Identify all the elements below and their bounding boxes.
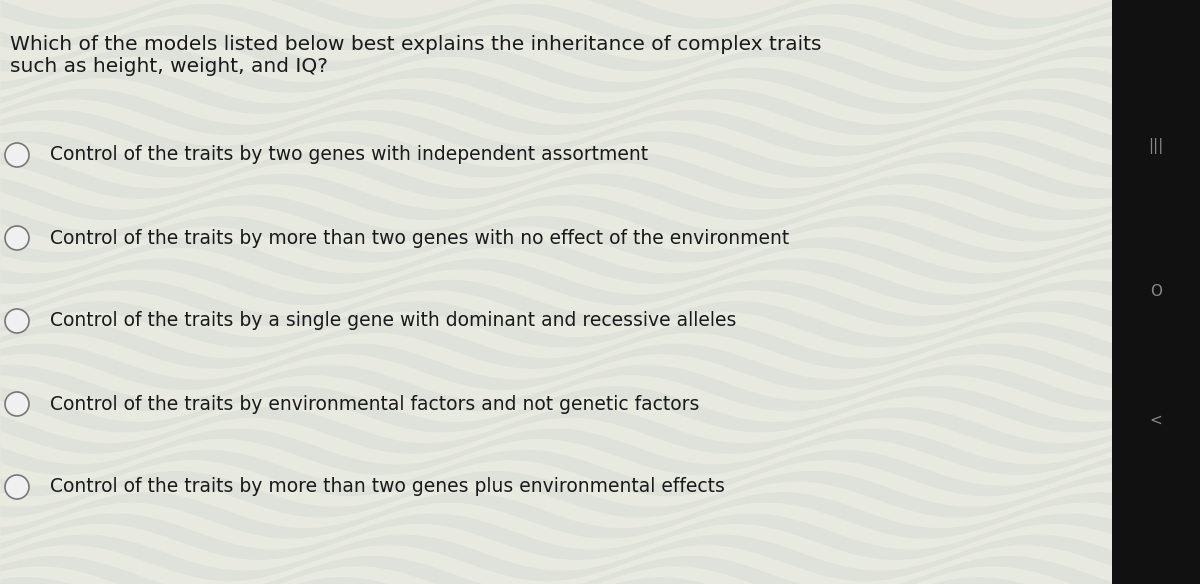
Circle shape [5,475,29,499]
Text: Control of the traits by two genes with independent assortment: Control of the traits by two genes with … [50,145,648,165]
Text: Control of the traits by more than two genes plus environmental effects: Control of the traits by more than two g… [50,478,725,496]
Text: O: O [1151,284,1163,300]
Bar [1112,0,1200,584]
Circle shape [5,143,29,167]
Text: Control of the traits by a single gene with dominant and recessive alleles: Control of the traits by a single gene w… [50,311,737,331]
Circle shape [5,392,29,416]
Circle shape [5,309,29,333]
Text: |||: ||| [1148,138,1164,154]
Text: Control of the traits by environmental factors and not genetic factors: Control of the traits by environmental f… [50,395,700,413]
Text: such as height, weight, and IQ?: such as height, weight, and IQ? [10,57,328,76]
Text: Which of the models listed below best explains the inheritance of complex traits: Which of the models listed below best ex… [10,35,822,54]
Text: Control of the traits by more than two genes with no effect of the environment: Control of the traits by more than two g… [50,228,790,248]
Text: <: < [1150,413,1163,428]
Circle shape [5,226,29,250]
